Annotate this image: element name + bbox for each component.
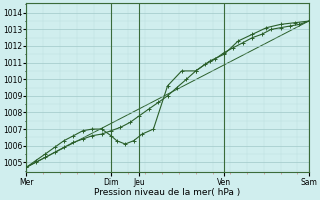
X-axis label: Pression niveau de la mer( hPa ): Pression niveau de la mer( hPa ) bbox=[94, 188, 241, 197]
